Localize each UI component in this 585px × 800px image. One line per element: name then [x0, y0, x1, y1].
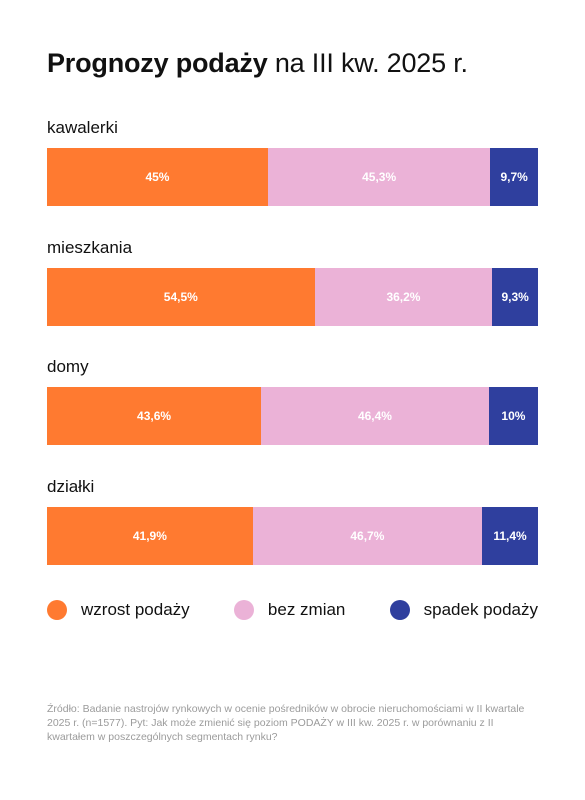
bar-segment-wzrost: 54,5%: [47, 268, 315, 326]
category-label: kawalerki: [47, 118, 118, 137]
bar-segment-wzrost: 45%: [47, 148, 268, 206]
data-label: 41,9%: [132, 529, 167, 543]
data-label: 54,5%: [163, 290, 198, 304]
category-label: mieszkania: [47, 238, 133, 257]
bar-segment-wzrost: 41,9%: [47, 507, 253, 565]
bar-segment-bez-zmian: 36,2%: [314, 268, 493, 326]
data-label: 36,2%: [386, 290, 421, 304]
bar-segment-bez-zmian: 45,3%: [267, 148, 491, 206]
legend-label-spadek: spadek podaży: [423, 600, 538, 619]
bar-segment-bez-zmian: 46,4%: [261, 387, 489, 445]
bar-segment-spadek: 9,3%: [492, 268, 538, 326]
chart-legend: wzrost podaży bez zmian spadek podaży: [47, 600, 538, 620]
bar-group: działki 41,9% 46,7% 11,4%: [47, 476, 538, 565]
legend-label-bez-zmian: bez zmian: [267, 600, 346, 619]
legend-swatch-bez-zmian: [233, 600, 254, 620]
category-label: domy: [47, 357, 89, 376]
data-label: 43,6%: [137, 409, 172, 423]
bar-segment-spadek: 9,7%: [490, 148, 538, 206]
stacked-bar: 43,6% 46,4% 10%: [47, 387, 538, 445]
bar-segment-wzrost: 43,6%: [47, 387, 262, 445]
legend-item-bez-zmian: bez zmian: [233, 600, 346, 620]
legend-swatch-wzrost: [47, 600, 67, 620]
legend-swatch-spadek: [389, 600, 410, 620]
stacked-bar: 45% 45,3% 9,7%: [47, 148, 538, 206]
legend-item-wzrost: wzrost podaży: [47, 600, 190, 620]
chart-title-rest: na III kw. 2025 r.: [274, 48, 468, 78]
data-label: 46,4%: [357, 409, 392, 423]
data-label: 46,7%: [350, 529, 385, 543]
chart-title: Prognozy podaży na III kw. 2025 r.: [47, 48, 468, 79]
bar-segment-spadek: 11,4%: [482, 507, 538, 565]
bar-segment-spadek: 10%: [488, 387, 538, 445]
data-label: 10%: [501, 409, 526, 423]
data-label: 45%: [145, 170, 170, 184]
category-label: działki: [47, 477, 95, 496]
legend-label-wzrost: wzrost podaży: [81, 600, 190, 619]
data-label: 9,3%: [501, 290, 529, 304]
stacked-bar: 54,5% 36,2% 9,3%: [47, 268, 538, 326]
bar-group: mieszkania 54,5% 36,2% 9,3%: [47, 237, 538, 326]
source-note: Źródło: Badanie nastrojów rynkowych w oc…: [47, 703, 525, 743]
legend-item-spadek: spadek podaży: [389, 600, 538, 620]
data-label: 11,4%: [493, 529, 527, 543]
chart-title-bold: Prognozy podaży: [47, 48, 268, 78]
stacked-bar: 41,9% 46,7% 11,4%: [47, 507, 538, 565]
bar-segment-bez-zmian: 46,7%: [252, 507, 483, 565]
data-label: 45,3%: [362, 170, 397, 184]
data-label: 9,7%: [500, 170, 528, 184]
bar-group: kawalerki 45% 45,3% 9,7%: [47, 117, 538, 206]
bar-group: domy 43,6% 46,4% 10%: [47, 356, 538, 445]
